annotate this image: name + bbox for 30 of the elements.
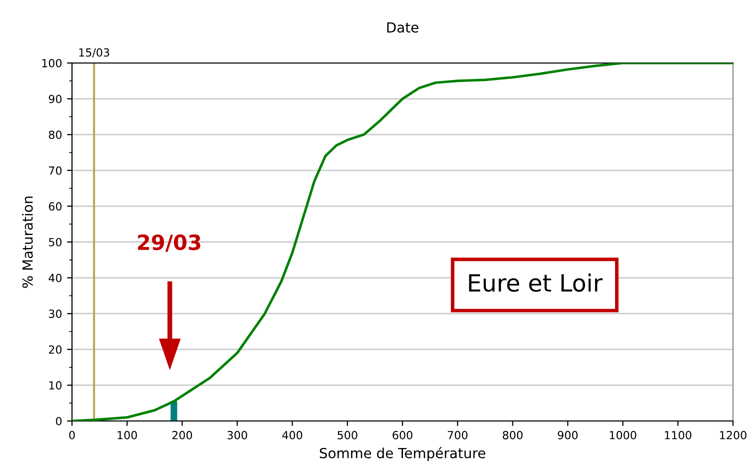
x-tick-label: 400 xyxy=(282,430,302,440)
y-tick-label: 60 xyxy=(48,202,62,211)
y-tick-label: 40 xyxy=(48,274,62,282)
x-tick-label: 300 xyxy=(227,430,248,440)
y-tick-label: 80 xyxy=(48,130,62,139)
x-tick-label: 600 xyxy=(392,430,412,440)
x-tick-label: 800 xyxy=(502,430,523,440)
y-tick-label: 0 xyxy=(56,416,62,426)
annotation: 29/03 xyxy=(138,234,200,252)
y-axis-title: % Maturation xyxy=(22,196,33,288)
x-axis-title: Somme de Température xyxy=(320,447,486,462)
text: 15/03 xyxy=(79,48,110,58)
annotation: Eure et Loir xyxy=(469,274,603,292)
chart-title: Date xyxy=(387,22,418,33)
y-tick-label: 30 xyxy=(48,310,62,318)
y-tick-label: 70 xyxy=(49,166,62,175)
y-tick-label: 10 xyxy=(49,381,62,390)
x-tick-label: 0 xyxy=(69,430,75,440)
x-tick-label: 100 xyxy=(118,430,137,440)
x-tick-label: 900 xyxy=(558,430,578,440)
x-tick-label: 200 xyxy=(172,430,192,440)
y-tick-label: 90 xyxy=(48,94,62,104)
x-tick-label: 500 xyxy=(338,430,358,440)
x-tick-label: 1000 xyxy=(610,430,636,440)
x-tick-label: 1200 xyxy=(720,430,746,440)
x-tick-label: 1100 xyxy=(665,430,692,440)
y-tick-label: 50 xyxy=(48,238,62,246)
y-tick-label: 100 xyxy=(42,58,62,68)
y-tick-label: 20 xyxy=(48,345,62,354)
x-tick-label: 700 xyxy=(448,430,468,440)
